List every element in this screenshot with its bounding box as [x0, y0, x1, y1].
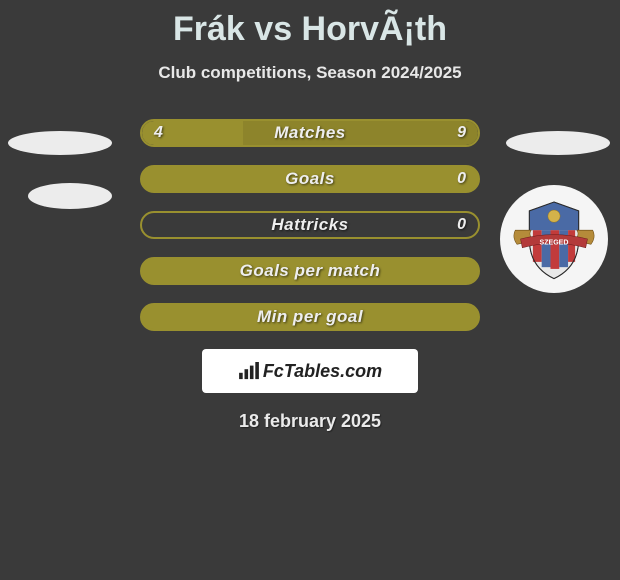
bars-container: Matches49Goals0Hattricks0Goals per match…: [140, 119, 480, 331]
fctables-logo: FcTables.com: [202, 349, 418, 393]
page-subtitle: Club competitions, Season 2024/2025: [0, 63, 620, 83]
ellipse-icon: [8, 131, 112, 155]
bar-label: Min per goal: [142, 305, 478, 329]
bar-label: Goals per match: [142, 259, 478, 283]
bar-value-left: 4: [154, 121, 163, 145]
right-club-crest: SZEGED: [500, 185, 608, 293]
bar-label: Hattricks: [142, 213, 478, 237]
left-avatar-placeholder: [0, 119, 120, 229]
stat-bar: Hattricks0: [140, 211, 480, 239]
right-avatar-placeholder: [506, 131, 610, 155]
stat-bar: Matches4 9: [140, 119, 480, 147]
bar-label: Matches: [142, 121, 478, 145]
szeged-crest-icon: SZEGED: [510, 195, 598, 283]
ellipse-icon: [28, 183, 112, 209]
bar-value-right: 9: [457, 121, 466, 145]
comparison-chart: SZEGED Matches49Goals0Hattricks0Goals pe…: [0, 119, 620, 331]
stat-bar: Goals per match: [140, 257, 480, 285]
stat-bar: Goals0: [140, 165, 480, 193]
logo-label: FcTables.com: [263, 361, 382, 382]
bar-value-right: 0: [457, 167, 466, 191]
bar-value-right: 0: [457, 213, 466, 237]
bar-label: Goals: [142, 167, 478, 191]
bar-chart-icon: [238, 362, 260, 380]
svg-text:SZEGED: SZEGED: [540, 239, 569, 246]
page-title: Frák vs HorvÃ¡th: [0, 0, 620, 49]
stat-bar: Min per goal: [140, 303, 480, 331]
snapshot-date: 18 february 2025: [0, 411, 620, 432]
logo-text: FcTables.com: [238, 361, 382, 382]
